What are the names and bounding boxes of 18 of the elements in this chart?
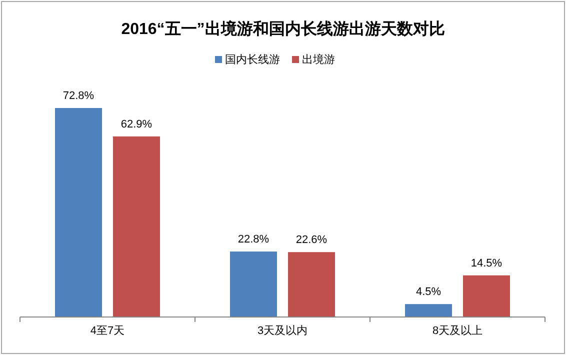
data-label: 62.9% [120, 118, 152, 130]
chart-title: 2016“五一”出境游和国内长线游出游天数对比 [121, 19, 445, 38]
bar [113, 136, 160, 317]
data-label: 4.5% [416, 286, 442, 298]
bar [463, 275, 510, 317]
x-tick-label: 3天及以内 [257, 324, 308, 337]
bar [288, 252, 335, 317]
data-label: 22.8% [238, 234, 270, 246]
legend-label: 出境游 [302, 53, 335, 66]
data-label: 14.5% [470, 257, 502, 270]
bar [55, 108, 102, 317]
bar [405, 304, 452, 317]
x-tick-label: 8天及以上 [432, 324, 483, 337]
data-label: 22.6% [296, 234, 328, 246]
x-tick-label: 4至7天 [90, 325, 125, 337]
legend-label: 国内长线游 [225, 53, 280, 66]
data-label: 72.8% [62, 90, 94, 102]
bar [230, 252, 277, 317]
